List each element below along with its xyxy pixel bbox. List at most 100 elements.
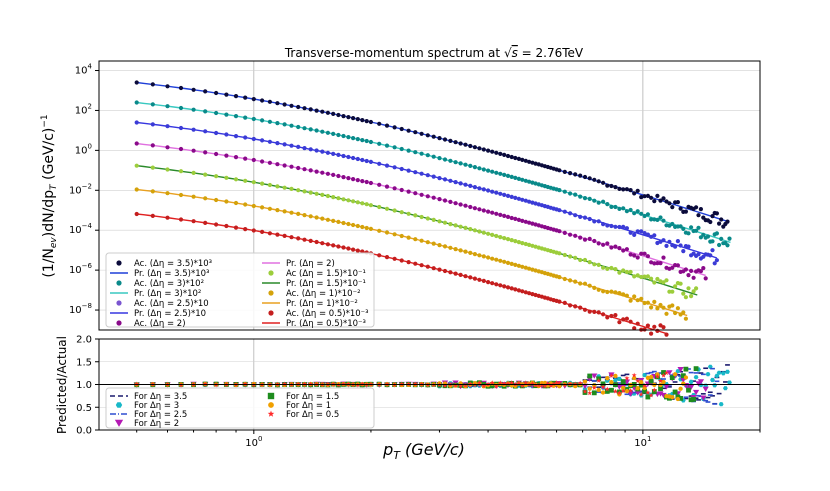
data-point-10	[477, 253, 482, 258]
data-point-15	[601, 265, 606, 270]
ylabel-part-b-sub: T	[49, 183, 59, 190]
data-point-10	[573, 279, 578, 284]
data-point-25	[437, 176, 442, 181]
data-point-05	[578, 305, 583, 310]
ratio-point-15	[688, 397, 694, 403]
tick-base: 10	[69, 225, 82, 236]
data-point-15	[377, 204, 382, 210]
data-point-35	[282, 102, 287, 107]
ratio-point-05	[497, 380, 503, 386]
data-point-25	[578, 214, 583, 219]
data-point-35	[463, 142, 468, 147]
ratio-y-tick-label: 2.0	[76, 335, 92, 346]
data-point-30	[191, 107, 196, 112]
legend-marker-swatch	[114, 419, 124, 427]
data-point-35	[331, 111, 336, 116]
data-point-30	[134, 100, 139, 105]
data-point-25	[472, 185, 477, 190]
data-point-35	[573, 172, 578, 177]
data-point-30	[302, 126, 307, 131]
data-point-20	[624, 247, 630, 252]
data-point-30	[649, 217, 654, 222]
data-point-30	[431, 154, 436, 159]
data-point-10	[360, 224, 365, 230]
tick-exponent: 0	[258, 435, 262, 443]
legend-label: For Δη = 1	[286, 401, 331, 411]
data-point-10	[134, 187, 139, 192]
data-point-20	[336, 173, 341, 179]
data-point-05	[419, 263, 424, 268]
data-point-35	[399, 126, 404, 132]
data-point-20	[652, 261, 657, 266]
data-point-05	[596, 310, 601, 315]
data-point-10	[289, 210, 294, 215]
data-point-25	[178, 125, 184, 131]
data-point-35	[710, 214, 715, 219]
data-point-35	[191, 87, 196, 92]
data-point-30	[224, 112, 229, 117]
data-point-05	[267, 231, 272, 236]
data-point-15	[621, 268, 626, 273]
ylabel-part-c-sup: −1	[40, 114, 50, 127]
ratio-point-05	[654, 373, 660, 379]
data-point-10	[645, 300, 651, 305]
data-point-30	[710, 239, 715, 244]
data-point-10	[150, 189, 155, 194]
data-point-35	[523, 158, 528, 163]
data-point-05	[320, 241, 325, 246]
data-point-20	[431, 195, 436, 200]
tick-exponent: −6	[82, 262, 93, 270]
legend-label: For Δη = 2.5	[134, 410, 187, 420]
data-point-25	[557, 208, 562, 213]
data-point-25	[494, 190, 499, 195]
data-point-30	[331, 131, 336, 136]
data-point-25	[516, 196, 522, 201]
data-point-10	[296, 211, 301, 216]
tick-base: 10	[69, 265, 82, 276]
ratio-point-30	[705, 372, 711, 377]
data-point-35	[601, 180, 606, 185]
data-point-20	[645, 254, 651, 259]
ratio-point-10	[670, 394, 675, 400]
data-point-30	[505, 173, 511, 178]
legend-label: Pr. (Δη = 3.5)*10³	[134, 269, 209, 279]
data-point-05	[649, 331, 654, 336]
data-point-25	[708, 253, 713, 258]
data-point-30	[596, 200, 601, 205]
data-point-05	[191, 219, 196, 224]
data-point-15	[448, 222, 453, 227]
data-point-25	[296, 144, 301, 149]
ratio-point-05	[453, 382, 459, 388]
ratio-point-10	[632, 375, 637, 381]
data-point-20	[296, 165, 301, 171]
data-point-35	[645, 193, 651, 198]
ratio-point-05	[624, 375, 630, 381]
data-point-35	[557, 168, 562, 173]
data-point-20	[384, 184, 390, 189]
data-point-25	[191, 127, 196, 132]
data-point-05	[314, 239, 319, 245]
data-point-05	[351, 247, 356, 252]
data-point-30	[613, 204, 618, 210]
data-point-25	[533, 201, 538, 206]
ratio-point-15	[658, 386, 663, 392]
ratio-point-10	[678, 386, 683, 391]
ratio-point-20	[692, 389, 700, 396]
data-point-15	[392, 208, 397, 213]
data-point-35	[513, 155, 518, 161]
data-point-30	[719, 236, 724, 241]
data-point-10	[568, 278, 573, 283]
ratio-point-05	[651, 387, 657, 393]
ratio-legend-left-entry: For Δη = 2.5	[110, 410, 187, 420]
data-point-25	[453, 180, 458, 185]
data-point-25	[509, 194, 514, 199]
data-point-15	[453, 223, 458, 228]
data-point-35	[520, 157, 525, 162]
y-tick-label: 104	[75, 63, 93, 77]
ratio-point-20	[657, 391, 664, 397]
ratio-point-30	[714, 373, 720, 378]
data-point-30	[635, 209, 640, 214]
series-35	[134, 80, 730, 229]
data-point-20	[639, 251, 644, 256]
data-point-15	[523, 241, 528, 247]
